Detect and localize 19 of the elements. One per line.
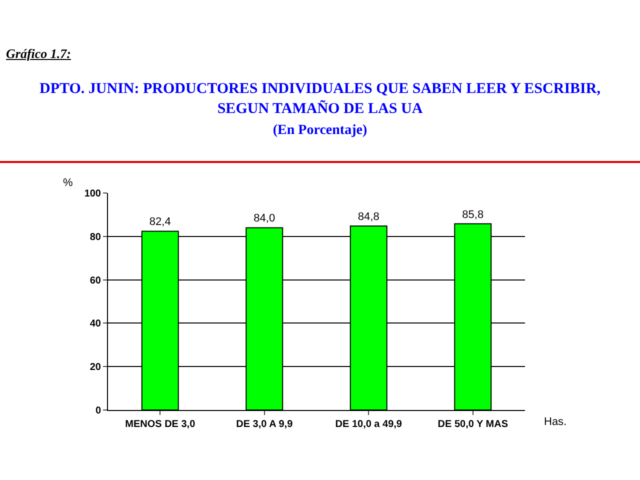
chart-title: DPTO. JUNIN: PRODUCTORES INDIVIDUALES QUE SABEN LEER Y ESCRIBIR, SEGUN TAMAÑO DE LAS UA [38, 80, 602, 119]
y-tick-label: 0 [95, 406, 102, 416]
y-tick-label: 80 [90, 232, 102, 243]
data-label: 85,8 [462, 208, 484, 221]
x-tick-label: DE 10,0 a 49,9 [335, 419, 402, 430]
y-axis-title: % [63, 177, 73, 189]
y-tick-label: 100 [84, 188, 102, 200]
x-tick-label: DE 3,0 A 9,9 [236, 419, 294, 430]
x-tick-label: MENOS DE 3,0 [125, 419, 196, 430]
x-axis-title: Has. [544, 416, 567, 428]
y-tick-label: 60 [90, 275, 102, 286]
data-label: 84,0 [254, 212, 276, 225]
y-tick-label: 20 [90, 362, 102, 374]
chart-subtitle: (En Porcentaje) [272, 123, 368, 139]
data-label: 84,8 [358, 210, 380, 223]
y-tick-label: 40 [90, 318, 102, 330]
text: Gráfico 1.7: [6, 46, 71, 62]
x-tick-label: DE 50,0 Y MAS [438, 419, 508, 430]
data-label: 82,4 [149, 216, 171, 228]
